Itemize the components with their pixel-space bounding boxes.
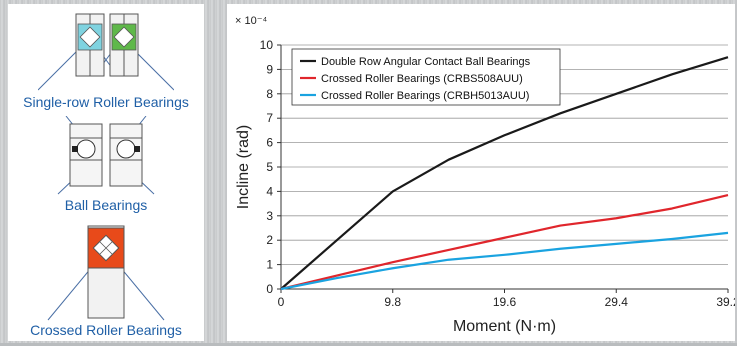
crossed-roller-bearing-icon	[38, 222, 174, 322]
legend: Double Row Angular Contact Ball Bearings…	[292, 49, 560, 105]
caption-single-row: Single-row Roller Bearings	[8, 94, 204, 110]
legend-label: Crossed Roller Bearings (CRBS508AUU)	[321, 73, 523, 85]
x-tick-label: 9.8	[384, 295, 401, 309]
y-axis-label: Incline (rad)	[235, 125, 252, 209]
y-tick-label: 5	[266, 160, 273, 174]
x-axis-label: Moment (N·m)	[453, 318, 556, 335]
x-tick-label: 39.2	[716, 295, 735, 309]
bearing-diagrams-panel: Single-row Roller Bearings Ball Bearings	[8, 4, 204, 341]
caption-crossed-roller: Crossed Roller Bearings	[8, 322, 204, 338]
y-tick-label: 6	[266, 136, 273, 150]
x-tick-label: 29.4	[605, 295, 629, 309]
legend-label: Double Row Angular Contact Ball Bearings	[321, 56, 531, 68]
series-line-2	[281, 195, 728, 289]
chart-panel: 0 1 2 3 4 5 6 7 8 9 10 0 9.8 19.6 29.4 39.2 Moment (N·m)…	[227, 4, 735, 341]
x-tick-label: 19.6	[493, 295, 517, 309]
y-multiplier-label: × 10⁻⁴	[235, 15, 268, 27]
y-tick-label: 3	[266, 209, 273, 223]
y-tick-label: 10	[260, 38, 274, 52]
ball-bearing-icon	[38, 116, 174, 196]
y-tick-label: 1	[266, 258, 273, 272]
y-tick-label: 9	[266, 62, 273, 76]
y-tick-label: 7	[266, 111, 273, 125]
y-tick-label: 8	[266, 87, 273, 101]
caption-ball: Ball Bearings	[8, 197, 204, 213]
y-tick-label: 4	[266, 184, 273, 198]
y-tick-label: 0	[266, 282, 273, 296]
series-line-3	[281, 233, 728, 289]
y-tick-label: 2	[266, 233, 273, 247]
single-row-roller-bearing-icon	[38, 8, 174, 94]
line-chart: 0 1 2 3 4 5 6 7 8 9 10 0 9.8 19.6 29.4 39.2 Moment (N·m)…	[227, 4, 735, 341]
legend-label: Crossed Roller Bearings (CRBH5013AUU)	[321, 90, 529, 102]
x-tick-label: 0	[278, 295, 285, 309]
